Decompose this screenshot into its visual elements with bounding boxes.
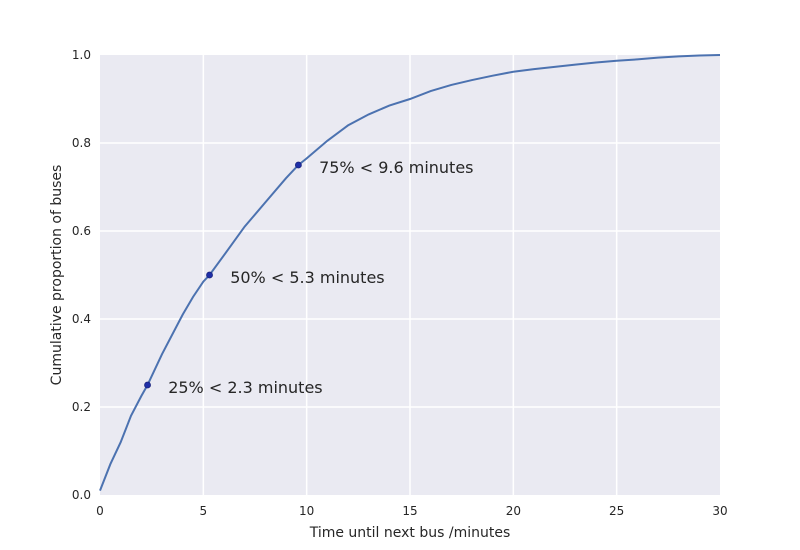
y-tick-label: 0.6 [72,224,91,238]
x-tick-label: 25 [609,504,624,518]
annotation-label-1: 50% < 5.3 minutes [230,268,384,287]
x-tick-label: 20 [506,504,521,518]
annotation-label-0: 25% < 2.3 minutes [168,378,322,397]
annotation-label-2: 75% < 9.6 minutes [319,158,473,177]
quartile-markers [144,161,302,389]
x-tick-labels: 0 5 10 15 20 25 30 [96,504,727,518]
grid [100,55,720,495]
x-tick-label: 0 [96,504,104,518]
cdf-series-line [99,54,721,491]
x-tick-label: 5 [200,504,208,518]
x-tick-label: 30 [712,504,727,518]
y-axis-label: Cumulative proportion of buses [49,165,65,386]
quartile-marker-2 [294,161,302,169]
x-axis-label: Time until next bus /minutes [309,525,511,541]
y-tick-label: 0.4 [72,312,91,326]
y-tick-label: 1.0 [72,48,91,62]
y-tick-label: 0.0 [72,488,91,502]
y-tick-label: 0.2 [72,400,91,414]
quartile-marker-1 [206,271,213,279]
y-tick-labels: 0.0 0.2 0.4 0.6 0.8 1.0 [72,48,91,502]
x-tick-label: 15 [402,504,417,518]
annotations: 25% < 2.3 minutes 50% < 5.3 minutes 75% < … [168,158,473,397]
y-tick-label: 0.8 [72,136,91,150]
x-tick-label: 10 [299,504,314,518]
quartile-marker-0 [144,381,151,389]
